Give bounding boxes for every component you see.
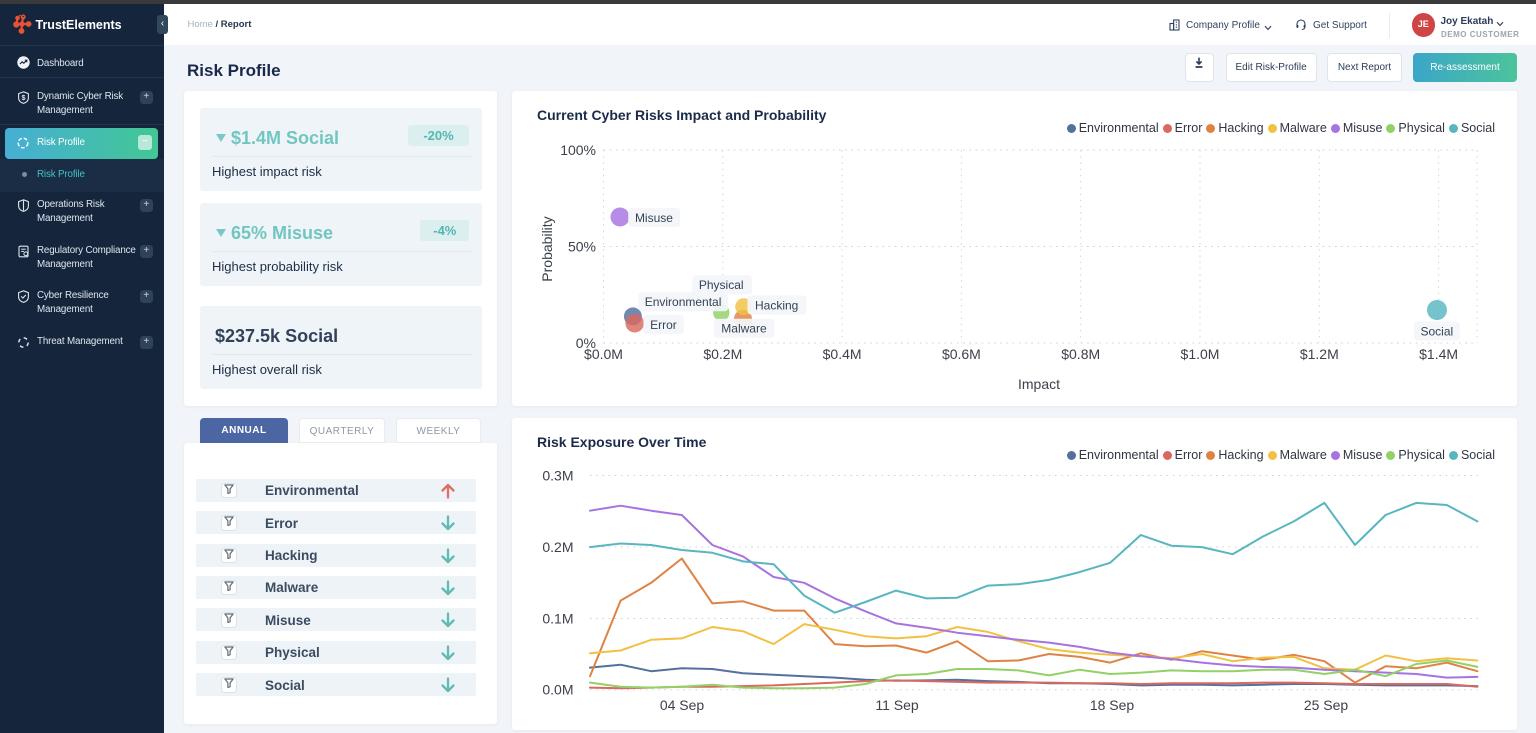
svg-text:$0.8M: $0.8M (1061, 346, 1100, 362)
svg-text:Environmental: Environmental (645, 295, 722, 309)
svg-text:$1.4M: $1.4M (1419, 346, 1458, 362)
svg-text:$1.2M: $1.2M (1300, 346, 1339, 362)
svg-text:0.0M: 0.0M (542, 682, 573, 698)
svg-text:50%: 50% (568, 239, 596, 255)
svg-text:25 Sep: 25 Sep (1304, 697, 1349, 713)
svg-text:04 Sep: 04 Sep (660, 697, 705, 713)
svg-text:18 Sep: 18 Sep (1090, 697, 1135, 713)
svg-text:$0.0M: $0.0M (584, 346, 623, 362)
svg-text:$0.2M: $0.2M (703, 346, 742, 362)
svg-text:Probability: Probability (539, 216, 555, 281)
svg-text:0.3M: 0.3M (542, 468, 573, 484)
svg-text:$1.0M: $1.0M (1181, 346, 1220, 362)
svg-text:Physical: Physical (699, 278, 744, 292)
svg-text:0.1M: 0.1M (542, 611, 573, 627)
svg-text:Social: Social (1421, 325, 1454, 339)
svg-text:0%: 0% (576, 335, 596, 351)
svg-text:11 Sep: 11 Sep (875, 697, 919, 713)
svg-text:Impact: Impact (1018, 376, 1060, 392)
svg-text:Misuse: Misuse (635, 211, 673, 225)
svg-text:Hacking: Hacking (755, 299, 798, 313)
svg-text:0.2M: 0.2M (542, 539, 573, 555)
svg-text:100%: 100% (560, 142, 596, 158)
svg-text:Error: Error (650, 318, 677, 332)
svg-text:$: $ (22, 95, 26, 102)
svg-text:Malware: Malware (721, 322, 767, 336)
svg-text:$0.6M: $0.6M (942, 346, 981, 362)
svg-text:$0.4M: $0.4M (823, 346, 862, 362)
